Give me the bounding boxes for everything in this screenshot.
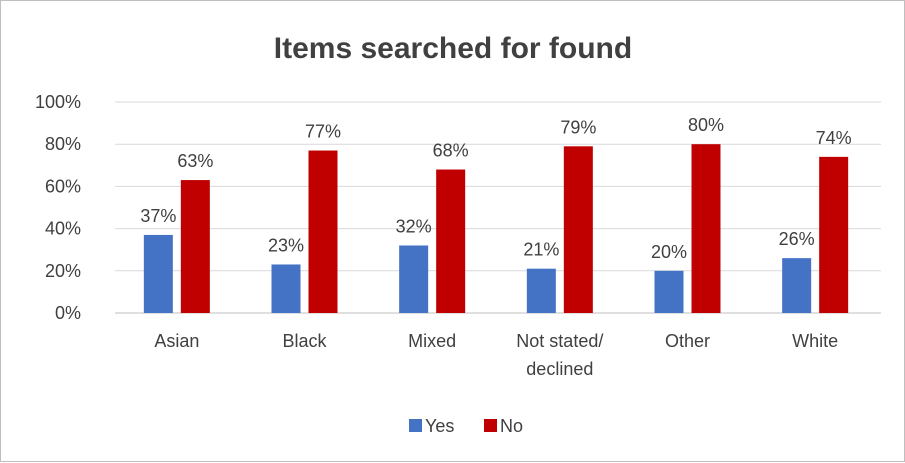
- data-label: 79%: [560, 117, 596, 137]
- x-axis-categories: Asian Black Mixed Not stated/declined Other W…: [154, 331, 838, 379]
- data-label: 63%: [177, 151, 213, 171]
- bar-no: [436, 169, 466, 313]
- bar-no: [308, 150, 338, 313]
- data-labels: 37% 63% 23% 77% 32% 68% 21% 79% 20% 80% 26% 74%: [140, 115, 851, 262]
- bar-no: [563, 146, 593, 313]
- bar-yes: [526, 268, 556, 313]
- data-label: 37%: [140, 206, 176, 226]
- y-tick-label: 60%: [45, 176, 81, 196]
- y-tick-label: 0%: [55, 303, 81, 323]
- gridlines: [115, 101, 881, 314]
- category-label: Mixed: [408, 331, 456, 351]
- bars: [143, 144, 849, 313]
- data-label: 26%: [779, 229, 815, 249]
- category-label: White: [792, 331, 838, 351]
- data-label: 21%: [523, 240, 559, 260]
- legend: Yes No: [409, 416, 523, 436]
- bar-yes: [654, 270, 684, 313]
- bar-no: [819, 156, 849, 313]
- data-label: 20%: [651, 242, 687, 262]
- category-label: Not stated/: [516, 331, 603, 351]
- y-tick-label: 40%: [45, 219, 81, 239]
- bar-yes: [399, 245, 429, 313]
- legend-label-no: No: [500, 416, 523, 436]
- category-label: Black: [282, 331, 327, 351]
- data-label: 80%: [688, 115, 724, 135]
- category-label: Other: [665, 331, 710, 351]
- data-label: 23%: [268, 235, 304, 255]
- data-label: 77%: [305, 122, 341, 142]
- bar-yes: [782, 258, 812, 313]
- data-label: 74%: [816, 128, 852, 148]
- legend-swatch-no: [484, 419, 497, 432]
- y-tick-label: 20%: [45, 261, 81, 281]
- y-tick-label: 100%: [35, 92, 81, 112]
- chart-title: Items searched for found: [274, 32, 632, 65]
- legend-label-yes: Yes: [425, 416, 454, 436]
- category-label: Asian: [154, 331, 199, 351]
- y-axis-ticks: 0% 20% 40% 60% 80% 100%: [35, 92, 81, 323]
- data-label: 32%: [396, 216, 432, 236]
- bar-no: [180, 180, 210, 313]
- bar-yes: [271, 264, 301, 313]
- y-tick-label: 80%: [45, 134, 81, 154]
- bar-no: [691, 144, 721, 313]
- legend-swatch-yes: [409, 419, 422, 432]
- category-label: declined: [526, 359, 593, 379]
- data-label: 68%: [433, 141, 469, 161]
- bar-yes: [143, 234, 173, 313]
